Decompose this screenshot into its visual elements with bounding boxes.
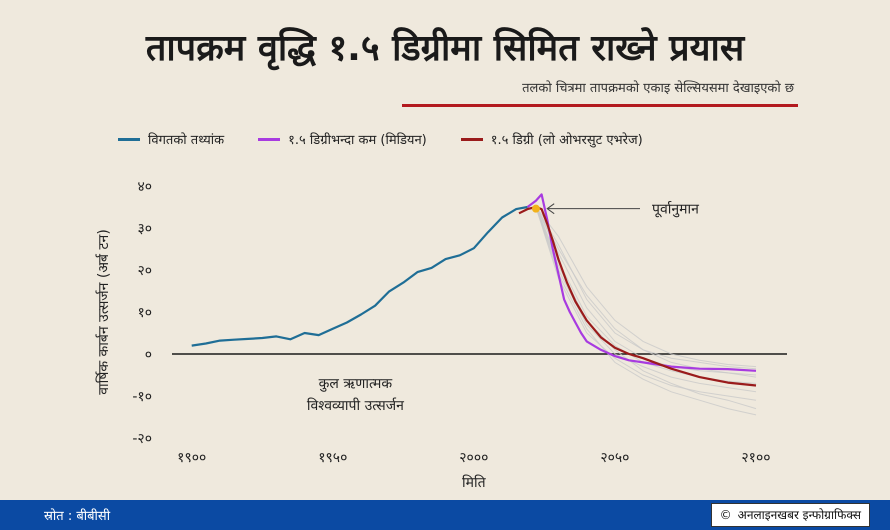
footer-bar: स्रोत : बीबीसी © अनलाइनखबर इन्फोग्राफिक्…: [0, 500, 890, 530]
negative-emissions-label: विश्वव्यापी उत्सर्जन: [307, 397, 404, 414]
y-axis-label: वार्षिक कार्बन उत्सर्जन (अर्ब टन): [95, 229, 112, 395]
forecast-arrowhead: [546, 203, 555, 215]
legend-label-median: १.५ डिग्रीभन्दा कम (मिडियन): [288, 133, 427, 148]
credit-badge: © अनलाइनखबर इन्फोग्राफिक्स: [710, 503, 870, 527]
copyright-icon: ©: [719, 508, 732, 522]
chart-legend: विगतको तथ्यांक १.५ डिग्रीभन्दा कम (मिडिय…: [118, 130, 808, 148]
scenario-line: [535, 206, 757, 368]
x-tick-label: २०५०: [600, 450, 629, 466]
credit-text: अनलाइनखबर इन्फोग्राफिक्स: [737, 508, 861, 522]
y-tick-label: १०: [137, 305, 152, 321]
legend-item-overshoot: १.५ डिग्री (लो ओभरसुट एभरेज): [460, 130, 643, 148]
emissions-chart: ४० ३० २० १० ० -१० -२० १९०० १९५० २००० २०५० २१०० मिति व…: [95, 179, 787, 491]
legend-swatch-historical: [118, 137, 140, 141]
y-tick-label: २०: [137, 263, 152, 279]
y-tick-label: ४०: [137, 179, 152, 195]
title-underline: [402, 104, 798, 107]
historical-series-line: [191, 205, 528, 347]
legend-label-historical: विगतको तथ्यांक: [148, 133, 225, 148]
legend-item-median: १.५ डिग्रीभन्दा कम (मिडियन): [258, 130, 427, 148]
y-tick-label: -१०: [132, 389, 152, 405]
scenario-line: [535, 206, 757, 393]
y-tick-label: ०: [145, 347, 152, 363]
overshoot-series-line: [518, 205, 757, 387]
legend-swatch-overshoot: [460, 137, 483, 141]
x-tick-label: २०००: [459, 450, 488, 466]
scenario-line: [535, 206, 757, 378]
chart-title: तापक्रम वृद्धि १.५ डिग्रीमा सिमित राख्ने…: [145, 28, 745, 69]
legend-label-overshoot: १.५ डिग्री (लो ओभरसुट एभरेज): [490, 133, 643, 148]
x-tick-label: १९५०: [318, 450, 347, 466]
median-series-line: [526, 193, 757, 372]
scenario-line: [535, 206, 757, 416]
x-tick-label: १९००: [177, 450, 206, 466]
y-tick-label: ३०: [137, 221, 152, 237]
forecast-label: पूर्वानुमान: [652, 201, 699, 218]
x-axis-label: मिति: [462, 474, 487, 491]
legend-swatch-median: [258, 137, 281, 141]
negative-emissions-label: कुल ऋणात्मक: [319, 376, 393, 392]
source-text: स्रोत : बीबीसी: [44, 509, 111, 524]
x-tick-label: २१००: [741, 450, 770, 466]
scenario-line: [535, 206, 757, 401]
chart-subtitle: तलको चित्रमा तापक्रमको एकाइ सेल्सियसमा द…: [522, 81, 794, 96]
legend-item-historical: विगतको तथ्यांक: [118, 130, 224, 148]
y-tick-label: -२०: [132, 431, 152, 447]
forecast-marker: [531, 204, 540, 213]
